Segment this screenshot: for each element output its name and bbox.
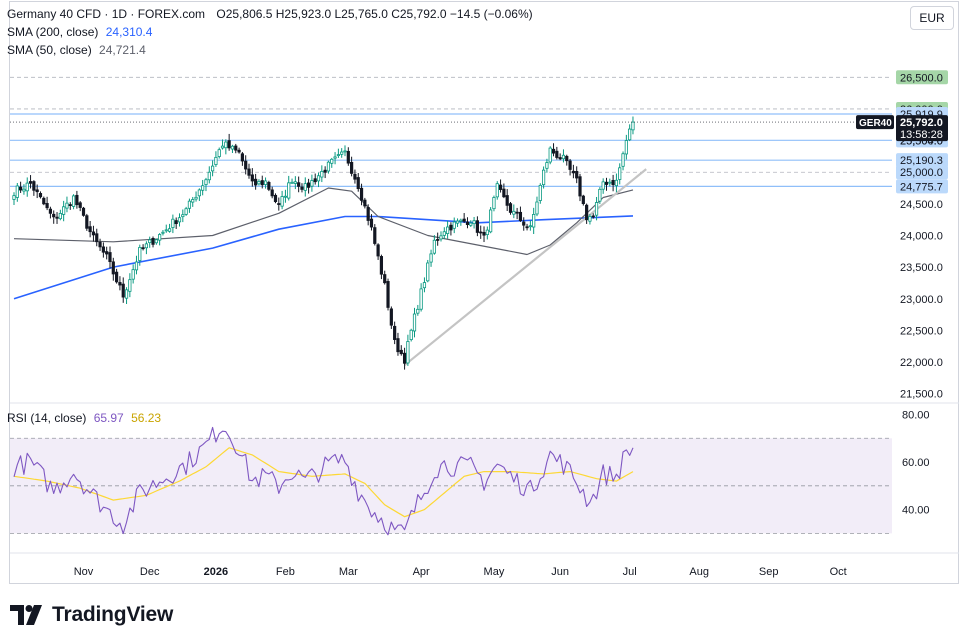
rsi-legend[interactable]: RSI (14, close) 65.97 56.23 [7,410,165,426]
sma200-legend[interactable]: SMA (200, close) 24,310.4 [7,24,156,40]
sma50-legend[interactable]: SMA (50, close) 24,721.4 [7,42,150,58]
tradingview-logo[interactable]: TradingView [10,601,173,629]
rsi-label: RSI (14, close) [7,411,87,425]
currency-button[interactable]: EUR [910,6,954,30]
symbol-line[interactable]: Germany 40 CFD · 1D · FOREX.com [7,7,206,21]
rsi-value: 65.97 [93,411,124,425]
chart-frame [9,1,959,584]
sma200-value: 24,310.4 [105,25,153,39]
ohlc-values: O25,806.5 H25,923.0 L25,765.0 C25,792.0 … [216,7,533,21]
rsi-ma-value: 56.23 [131,411,162,425]
sma50-label: SMA (50, close) [7,43,92,57]
brand-name: TradingView [52,603,174,626]
sma50-value: 24,721.4 [99,43,146,57]
tradingview-mark-icon [10,605,42,625]
price-legend: Germany 40 CFD · 1D · FOREX.com O25,806.… [7,6,537,22]
sma200-label: SMA (200, close) [7,25,99,39]
